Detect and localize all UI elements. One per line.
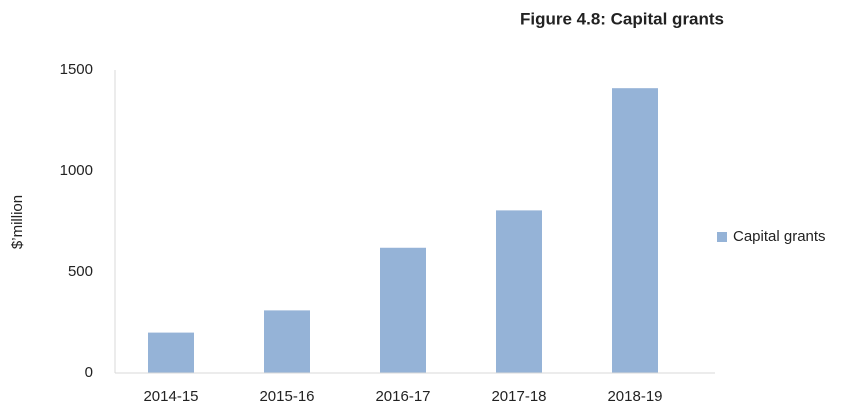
- legend-label: Capital grants: [733, 228, 826, 245]
- x-tick-label: 2014-15: [143, 388, 198, 405]
- y-tick-label: 1500: [60, 61, 93, 78]
- bar: [380, 247, 426, 373]
- x-tick-label: 2018-19: [607, 388, 662, 405]
- bar: [496, 210, 542, 373]
- x-tick-label: 2016-17: [375, 388, 430, 405]
- y-tick-label: 500: [68, 263, 93, 280]
- y-tick-label: 0: [85, 364, 93, 381]
- y-axis-label: $’million: [9, 195, 26, 249]
- chart-title: Figure 4.8: Capital grants: [520, 9, 724, 28]
- y-tick-label: 1000: [60, 162, 93, 179]
- legend-swatch: [717, 232, 727, 242]
- x-tick-label: 2015-16: [259, 388, 314, 405]
- bar: [264, 310, 310, 373]
- x-tick-label: 2017-18: [491, 388, 546, 405]
- bar: [148, 332, 194, 373]
- bar: [612, 88, 658, 374]
